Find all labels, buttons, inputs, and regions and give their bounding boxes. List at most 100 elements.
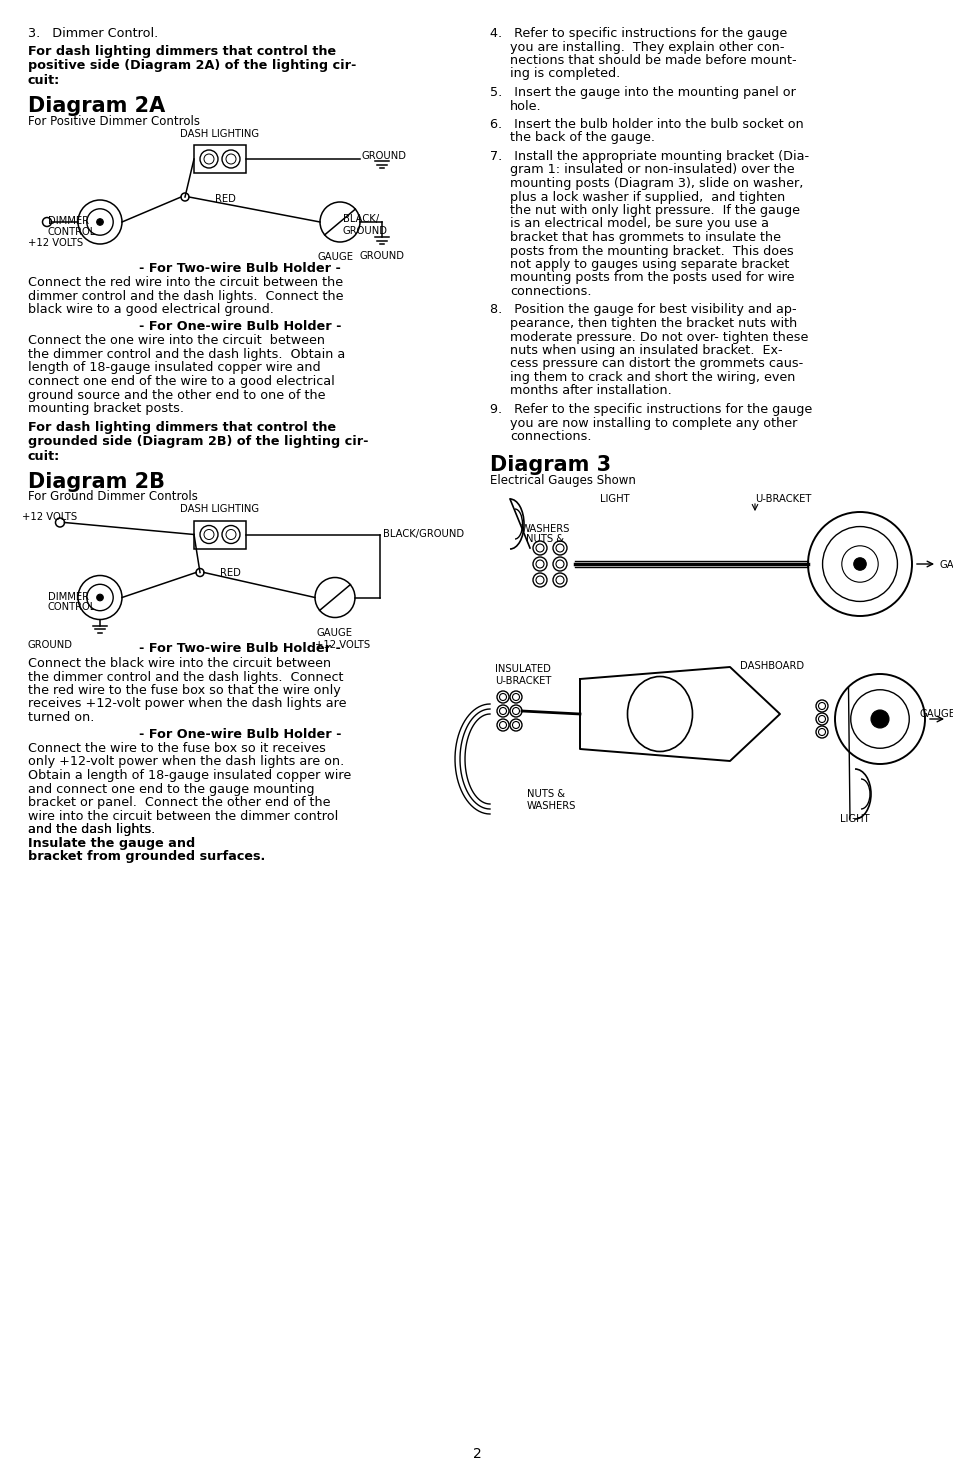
Text: bracket or panel.  Connect the other end of the: bracket or panel. Connect the other end … <box>28 796 330 808</box>
Text: U-BRACKET: U-BRACKET <box>495 676 551 686</box>
Text: LIGHT: LIGHT <box>599 494 629 504</box>
Text: the dimmer control and the dash lights.  Obtain a: the dimmer control and the dash lights. … <box>28 348 345 361</box>
Text: black wire to a good electrical ground.: black wire to a good electrical ground. <box>28 304 274 317</box>
Text: positive side (Diagram 2A) of the lighting cir-: positive side (Diagram 2A) of the lighti… <box>28 59 356 72</box>
Text: WASHERS: WASHERS <box>519 524 569 534</box>
Text: NUTS &: NUTS & <box>525 534 563 544</box>
Text: RED: RED <box>220 568 240 578</box>
Circle shape <box>96 218 103 226</box>
Text: you are installing.  They explain other con-: you are installing. They explain other c… <box>510 40 783 53</box>
Text: Insulate the gauge and: Insulate the gauge and <box>28 836 195 850</box>
Text: For Positive Dimmer Controls: For Positive Dimmer Controls <box>28 115 200 128</box>
Text: GAUGE: GAUGE <box>316 627 353 637</box>
Text: Connect the red wire into the circuit between the: Connect the red wire into the circuit be… <box>28 276 343 289</box>
Text: months after installation.: months after installation. <box>510 385 671 397</box>
Text: RED: RED <box>214 195 235 204</box>
Text: GAUGE: GAUGE <box>919 709 953 718</box>
Text: nuts when using an insulated bracket.  Ex-: nuts when using an insulated bracket. Ex… <box>510 344 781 357</box>
Text: 6.   Insert the bulb holder into the bulb socket on: 6. Insert the bulb holder into the bulb … <box>490 118 803 131</box>
Text: moderate pressure. Do not over- tighten these: moderate pressure. Do not over- tighten … <box>510 330 807 344</box>
Text: - For Two-wire Bulb Holder -: - For Two-wire Bulb Holder - <box>139 643 340 655</box>
Text: pearance, then tighten the bracket nuts with: pearance, then tighten the bracket nuts … <box>510 317 797 330</box>
Text: NUTS &: NUTS & <box>526 789 564 799</box>
Text: is an electrical model, be sure you use a: is an electrical model, be sure you use … <box>510 217 768 230</box>
Text: For dash lighting dimmers that control the: For dash lighting dimmers that control t… <box>28 46 335 58</box>
Text: DASHBOARD: DASHBOARD <box>740 661 803 671</box>
Text: +12 VOLTS: +12 VOLTS <box>23 512 77 522</box>
Text: DASH LIGHTING: DASH LIGHTING <box>180 504 259 515</box>
Text: - For One-wire Bulb Holder -: - For One-wire Bulb Holder - <box>138 320 341 333</box>
Text: GROUND: GROUND <box>361 150 407 161</box>
Text: connect one end of the wire to a good electrical: connect one end of the wire to a good el… <box>28 375 335 388</box>
Text: dimmer control and the dash lights.  Connect the: dimmer control and the dash lights. Conn… <box>28 291 343 302</box>
Text: DASH LIGHTING: DASH LIGHTING <box>180 128 259 139</box>
Text: U-BRACKET: U-BRACKET <box>754 494 810 504</box>
Text: BLACK/GROUND: BLACK/GROUND <box>382 528 464 538</box>
Text: 3.   Dimmer Control.: 3. Dimmer Control. <box>28 27 158 40</box>
Text: INSULATED: INSULATED <box>495 664 550 674</box>
Text: mounting posts (Diagram 3), slide on washer,: mounting posts (Diagram 3), slide on was… <box>510 177 802 190</box>
Text: Diagram 2A: Diagram 2A <box>28 96 165 117</box>
Text: Connect the black wire into the circuit between: Connect the black wire into the circuit … <box>28 656 331 670</box>
Text: and the dash lights.: and the dash lights. <box>28 823 155 836</box>
Text: 2: 2 <box>472 1447 481 1462</box>
Text: 5.   Insert the gauge into the mounting panel or: 5. Insert the gauge into the mounting pa… <box>490 86 795 99</box>
Text: DIMMER: DIMMER <box>48 591 89 602</box>
Text: ing is completed.: ing is completed. <box>510 68 619 81</box>
Text: you are now installing to complete any other: you are now installing to complete any o… <box>510 416 797 429</box>
Text: For Ground Dimmer Controls: For Ground Dimmer Controls <box>28 491 197 503</box>
Text: cess pressure can distort the grommets caus-: cess pressure can distort the grommets c… <box>510 357 802 370</box>
Text: cuit:: cuit: <box>28 450 60 463</box>
Text: 9.   Refer to the specific instructions for the gauge: 9. Refer to the specific instructions fo… <box>490 403 811 416</box>
Text: only +12-volt power when the dash lights are on.: only +12-volt power when the dash lights… <box>28 755 344 768</box>
Text: hole.: hole. <box>510 99 541 112</box>
Text: GROUND: GROUND <box>28 640 73 649</box>
Text: GAUGE: GAUGE <box>317 252 354 263</box>
Circle shape <box>853 558 865 571</box>
Text: gram 1: insulated or non-insulated) over the: gram 1: insulated or non-insulated) over… <box>510 164 794 177</box>
Text: and connect one end to the gauge mounting: and connect one end to the gauge mountin… <box>28 783 314 795</box>
Text: Obtain a length of 18-gauge insulated copper wire: Obtain a length of 18-gauge insulated co… <box>28 768 351 782</box>
Text: +12 VOLTS: +12 VOLTS <box>314 640 370 650</box>
Text: +12 VOLTS: +12 VOLTS <box>28 237 83 248</box>
Circle shape <box>96 594 103 600</box>
Text: - For Two-wire Bulb Holder -: - For Two-wire Bulb Holder - <box>139 263 340 274</box>
Text: bracket that has grommets to insulate the: bracket that has grommets to insulate th… <box>510 232 781 243</box>
Text: Diagram 2B: Diagram 2B <box>28 472 165 491</box>
Text: Electrical Gauges Shown: Electrical Gauges Shown <box>490 473 636 487</box>
Text: Connect the one wire into the circuit  between: Connect the one wire into the circuit be… <box>28 335 325 348</box>
Text: Connect the wire to the fuse box so it receives: Connect the wire to the fuse box so it r… <box>28 742 326 755</box>
Text: posts from the mounting bracket.  This does: posts from the mounting bracket. This do… <box>510 245 793 258</box>
Text: WASHERS: WASHERS <box>526 801 576 811</box>
Text: 8.   Position the gauge for best visibility and ap-: 8. Position the gauge for best visibilit… <box>490 304 796 317</box>
Text: plus a lock washer if supplied,  and tighten: plus a lock washer if supplied, and tigh… <box>510 190 784 204</box>
Text: the back of the gauge.: the back of the gauge. <box>510 131 655 145</box>
Text: connections.: connections. <box>510 431 591 442</box>
Text: not apply to gauges using separate bracket: not apply to gauges using separate brack… <box>510 258 788 271</box>
Text: CONTROL: CONTROL <box>48 602 96 612</box>
Text: and the dash lights.: and the dash lights. <box>28 823 159 836</box>
Text: - For One-wire Bulb Holder -: - For One-wire Bulb Holder - <box>138 727 341 740</box>
Text: turned on.: turned on. <box>28 711 94 724</box>
Text: mounting posts from the posts used for wire: mounting posts from the posts used for w… <box>510 271 794 285</box>
Text: DIMMER: DIMMER <box>48 215 89 226</box>
Text: 4.   Refer to specific instructions for the gauge: 4. Refer to specific instructions for th… <box>490 27 786 40</box>
Text: cuit:: cuit: <box>28 74 60 87</box>
Bar <box>193 145 246 173</box>
Text: the nut with only light pressure.  If the gauge: the nut with only light pressure. If the… <box>510 204 800 217</box>
Text: connections.: connections. <box>510 285 591 298</box>
Text: GAUGE: GAUGE <box>939 560 953 569</box>
Text: GROUND: GROUND <box>343 226 388 236</box>
Circle shape <box>870 709 888 729</box>
Text: nections that should be made before mount-: nections that should be made before moun… <box>510 55 796 66</box>
Text: grounded side (Diagram 2B) of the lighting cir-: grounded side (Diagram 2B) of the lighti… <box>28 435 368 448</box>
Text: bracket from grounded surfaces.: bracket from grounded surfaces. <box>28 850 265 863</box>
Text: ground source and the other end to one of the: ground source and the other end to one o… <box>28 388 325 401</box>
Text: LIGHT: LIGHT <box>840 814 869 825</box>
Text: length of 18-gauge insulated copper wire and: length of 18-gauge insulated copper wire… <box>28 361 320 375</box>
Text: the red wire to the fuse box so that the wire only: the red wire to the fuse box so that the… <box>28 684 340 698</box>
Text: For dash lighting dimmers that control the: For dash lighting dimmers that control t… <box>28 420 335 434</box>
Text: mounting bracket posts.: mounting bracket posts. <box>28 403 184 414</box>
Bar <box>193 521 246 549</box>
Text: 7.   Install the appropriate mounting bracket (Dia-: 7. Install the appropriate mounting brac… <box>490 150 808 164</box>
